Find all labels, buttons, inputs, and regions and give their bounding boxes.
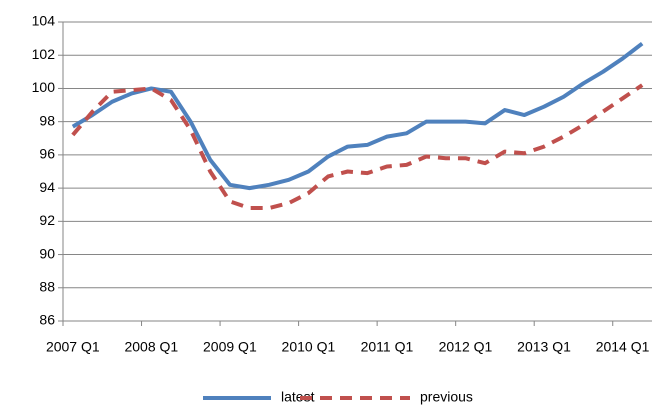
y-tick-label: 86 — [39, 312, 55, 328]
x-tick-label: 2014 Q1 — [596, 339, 650, 355]
x-tick-label: 2010 Q1 — [282, 339, 336, 355]
y-tick-label: 104 — [32, 13, 56, 29]
y-tick-label: 94 — [39, 179, 55, 195]
y-tick-label: 100 — [32, 79, 56, 95]
legend-label: latest — [281, 389, 315, 405]
y-tick-label: 90 — [39, 245, 55, 261]
y-tick-label: 92 — [39, 212, 55, 228]
x-tick-label: 2012 Q1 — [439, 339, 493, 355]
x-tick-label: 2008 Q1 — [124, 339, 178, 355]
y-tick-label: 98 — [39, 112, 55, 128]
legend-label: previous — [420, 389, 473, 405]
y-tick-label: 102 — [32, 46, 56, 62]
x-tick-label: 2009 Q1 — [203, 339, 257, 355]
x-tick-label: 2013 Q1 — [517, 339, 571, 355]
y-tick-label: 96 — [39, 146, 55, 162]
x-tick-label: 2011 Q1 — [361, 339, 414, 355]
series-line — [71, 42, 644, 191]
x-tick-label: 2007 Q1 — [46, 339, 100, 355]
y-tick-label: 88 — [39, 278, 55, 294]
